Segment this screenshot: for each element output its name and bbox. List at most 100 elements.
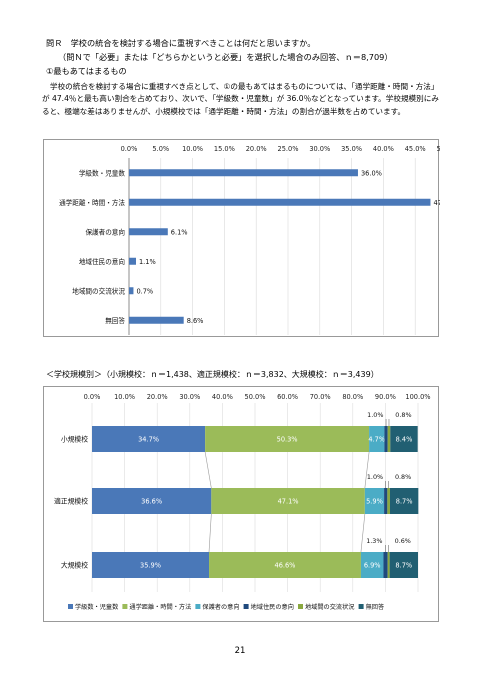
small-value-label: 0.6% — [395, 537, 411, 545]
segment-value-label: 35.9% — [140, 562, 161, 570]
bar — [129, 169, 358, 177]
segment-value-label: 8.4% — [396, 436, 413, 444]
x-tick-label: 10.0% — [114, 393, 135, 401]
x-tick-label: 50.0% — [245, 393, 266, 401]
stack-segment — [360, 552, 384, 578]
legend-label: 学級数・児童数 — [75, 603, 119, 611]
legend-swatch — [243, 604, 249, 609]
stack-segment — [389, 488, 419, 514]
category-label: 無回答 — [105, 316, 125, 325]
bar — [129, 316, 184, 324]
stack-segment — [390, 426, 418, 452]
x-tick-label: 60.0% — [277, 393, 298, 401]
legend-label: 地域間の交流状況 — [305, 603, 355, 611]
legend-swatch — [358, 604, 364, 609]
value-label: 8.6% — [187, 317, 204, 325]
legend-swatch — [122, 604, 128, 609]
school-size-chart: 0.0% 10.0% 20.0% 30.0% 40.0% 50.0% 60.0% 70.0% 8… — [43, 386, 439, 622]
school-size-subtitle: ＜学校規模別＞（小規模校：ｎ＝1,438、適正規模校：ｎ＝3,832、大規模校：… — [46, 370, 379, 379]
segment-value-label: 34.7% — [138, 436, 159, 444]
series-connector — [360, 513, 366, 553]
stack-segment — [92, 426, 206, 452]
segment-value-label: 36.6% — [141, 498, 162, 506]
series-connector — [204, 451, 212, 489]
stack-segment — [92, 488, 212, 514]
stack-segment — [369, 426, 385, 452]
category-label: 地域間の交流状況 — [72, 286, 125, 295]
stack-segment — [92, 552, 210, 578]
stack-segment — [384, 426, 388, 452]
segment-value-label: 46.6% — [275, 562, 296, 570]
legend-swatch — [68, 604, 73, 609]
stack-segment — [364, 488, 385, 514]
x-tick-label: 35.0% — [341, 145, 362, 153]
segment-value-label: 4.7% — [368, 436, 385, 444]
legend-swatch — [298, 604, 303, 609]
legend-label: 保護者の意向 — [202, 603, 239, 611]
x-tick-label: 10.0% — [182, 145, 203, 153]
x-tick-label: 15.0% — [214, 145, 235, 153]
segment-value-label: 5.9% — [366, 498, 383, 506]
segment-value-label: 50.3% — [277, 436, 298, 444]
x-tick-label: 100.0% — [405, 393, 430, 401]
value-label: 47.4% — [433, 199, 440, 207]
x-tick-label: 40.0% — [212, 393, 233, 401]
x-tick-label: 0.0% — [84, 393, 101, 401]
small-value-label: 1.0% — [367, 411, 383, 419]
stack-segment — [387, 552, 390, 578]
legend-swatch — [195, 604, 201, 609]
bar — [129, 198, 431, 206]
x-tick-label: 20.0% — [246, 145, 267, 153]
series-connector — [364, 451, 370, 489]
legend-label: 無回答 — [366, 603, 385, 611]
segment-value-label: 47.1% — [278, 498, 299, 506]
x-tick-label: 25.0% — [278, 145, 299, 153]
value-label: 36.0% — [361, 169, 382, 177]
bar — [129, 228, 168, 236]
x-tick-label: 80.0% — [342, 393, 363, 401]
small-value-label: 0.8% — [395, 411, 411, 419]
section-heading: ①最もあてはまるもの — [46, 66, 127, 76]
value-label: 6.1% — [171, 228, 188, 236]
x-tick-label: 50.0% — [437, 145, 440, 153]
category-label: 通学距離・時間・方法 — [59, 198, 125, 207]
segment-value-label: 8.7% — [395, 562, 412, 570]
category-label: 適正規模校 — [54, 497, 88, 506]
legend-label: 通学距離・時間・方法 — [129, 603, 191, 611]
stack-segment — [387, 488, 390, 514]
summary-paragraph: 学校の統合を検討する場合に重視すべき点として、①の最もあてはまるものについては、… — [42, 82, 439, 116]
bar — [129, 287, 134, 295]
small-value-label: 1.0% — [367, 473, 383, 481]
legend-label: 地域住民の意向 — [251, 603, 294, 611]
question-condition: （問Ｎで「必要」または「どちらかというと必要」を選択した場合のみ回答、ｎ＝8,7… — [58, 52, 393, 62]
stack-segment — [389, 552, 418, 578]
category-label: 大規模校 — [61, 561, 88, 570]
category-label: 学級数・児童数 — [79, 168, 126, 177]
category-label: 保護者の意向 — [85, 227, 125, 236]
category-label: 地域住民の意向 — [79, 257, 125, 266]
stack-segment — [387, 426, 391, 452]
overall-bar-chart: 0.0% 5.0% 10.0% 15.0% 20.0% 25.0% 30.0% 35.0% 40… — [59, 145, 440, 335]
segment-value-label: 8.7% — [396, 498, 413, 506]
category-label: 小規模校 — [61, 435, 88, 444]
value-label: 1.1% — [139, 258, 156, 266]
x-tick-label: 90.0% — [375, 393, 396, 401]
value-label: 0.7% — [136, 287, 153, 295]
x-tick-label: 30.0% — [179, 393, 200, 401]
page-number: 21 — [234, 646, 246, 656]
stack-segment — [209, 552, 361, 578]
stack-segment — [205, 426, 370, 452]
overall-chart: 0.0% 5.0% 10.0% 15.0% 20.0% 25.0% 30.0% 35.0% 40… — [43, 139, 440, 337]
small-value-label: 1.3% — [366, 537, 382, 545]
series-connector — [208, 513, 212, 553]
stack-segment — [211, 488, 365, 514]
stack-segment — [384, 488, 388, 514]
x-tick-label: 45.0% — [405, 145, 426, 153]
small-value-label: 0.8% — [395, 473, 411, 481]
stacked-bar-chart: 0.0% 10.0% 20.0% 30.0% 40.0% 50.0% 60.0% 70.0% 8… — [54, 393, 431, 611]
x-tick-label: 30.0% — [309, 145, 330, 153]
x-tick-label: 5.0% — [152, 145, 169, 153]
stack-segment — [383, 552, 388, 578]
x-tick-label: 40.0% — [373, 145, 394, 153]
x-tick-label: 0.0% — [121, 145, 138, 153]
